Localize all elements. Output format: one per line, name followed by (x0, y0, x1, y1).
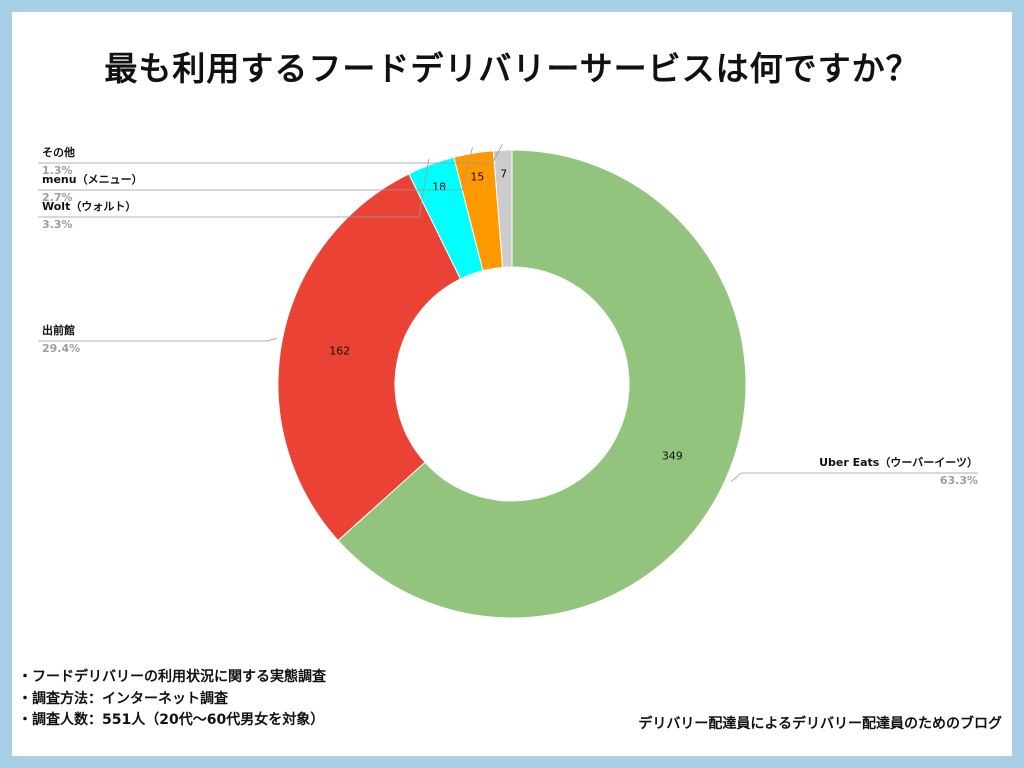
leader-line (38, 338, 277, 342)
donut-slice (277, 173, 462, 542)
slice-value-label: 349 (662, 449, 683, 462)
slice-name-label: menu（メニュー） (42, 173, 143, 186)
leader-line (38, 158, 430, 218)
slice-value-label: 7 (500, 168, 507, 181)
survey-notes: ・フードデリバリーの利用状況に関する実態調査 ・調査方法：インターネット調査 ・… (18, 667, 326, 732)
chart-card (12, 12, 1012, 756)
slice-name-label: その他 (42, 145, 75, 159)
slice-percent-label: 1.3% (42, 164, 73, 177)
survey-note: ・フードデリバリーの利用状況に関する実態調査 (18, 669, 326, 685)
survey-note: ・調査方法：インターネット調査 (18, 690, 228, 707)
blog-credit: デリバリー配達員によるデリバリー配達員のためのブログ (638, 716, 1002, 732)
chart-title: 最も利用するフードデリバリーサービスは何ですか？ (104, 49, 920, 88)
donut-slice (337, 149, 747, 619)
slice-percent-label: 3.3% (42, 218, 73, 231)
slice-percent-label: 2.7% (42, 191, 73, 204)
slice-percent-label: 63.3% (940, 474, 978, 487)
slice-percent-label: 29.4% (42, 342, 80, 355)
slice-value-label: 162 (329, 345, 350, 358)
slice-value-label: 18 (432, 181, 446, 194)
slice-name-label: Uber Eats（ウーバーイーツ） (819, 456, 978, 469)
leader-line (730, 472, 978, 482)
slice-name-label: Wolt（ウォルト） (42, 200, 136, 213)
slice-value-label: 15 (470, 170, 484, 183)
slice-name-label: 出前館 (42, 323, 75, 337)
leader-line (38, 147, 473, 191)
survey-note: ・調査人数：551人（20代〜60代男女を対象） (18, 712, 325, 728)
leader-line (38, 144, 503, 164)
